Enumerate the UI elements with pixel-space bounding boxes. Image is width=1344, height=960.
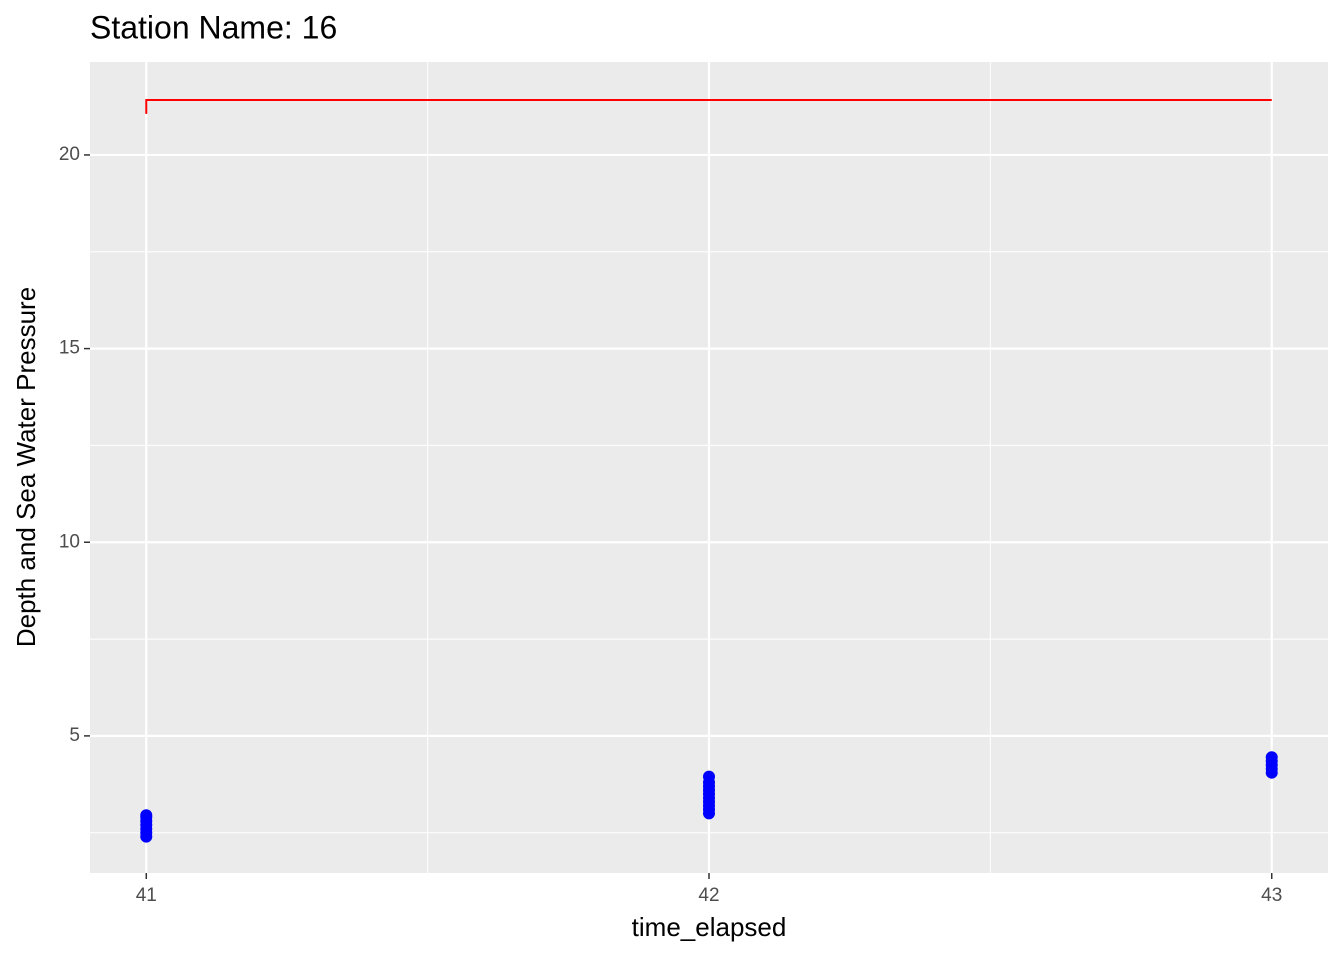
y-tick-label: 20 (59, 144, 80, 165)
x-tick-label: 43 (1261, 885, 1282, 906)
x-tick-label: 42 (698, 885, 719, 906)
line (145, 98, 1272, 114)
y-axis-label: Depth and Sea Water Pressure (11, 287, 41, 647)
point (140, 809, 153, 822)
x-tick-label: 41 (136, 885, 157, 906)
y-tick-label: 10 (59, 531, 80, 552)
point (1265, 751, 1278, 764)
y-tick-label: 5 (69, 725, 80, 746)
point (703, 770, 715, 783)
chart-title: Station Name: 16 (90, 9, 337, 45)
x-axis-label: time_elapsed (632, 912, 787, 942)
y-tick-label: 15 (59, 338, 80, 359)
